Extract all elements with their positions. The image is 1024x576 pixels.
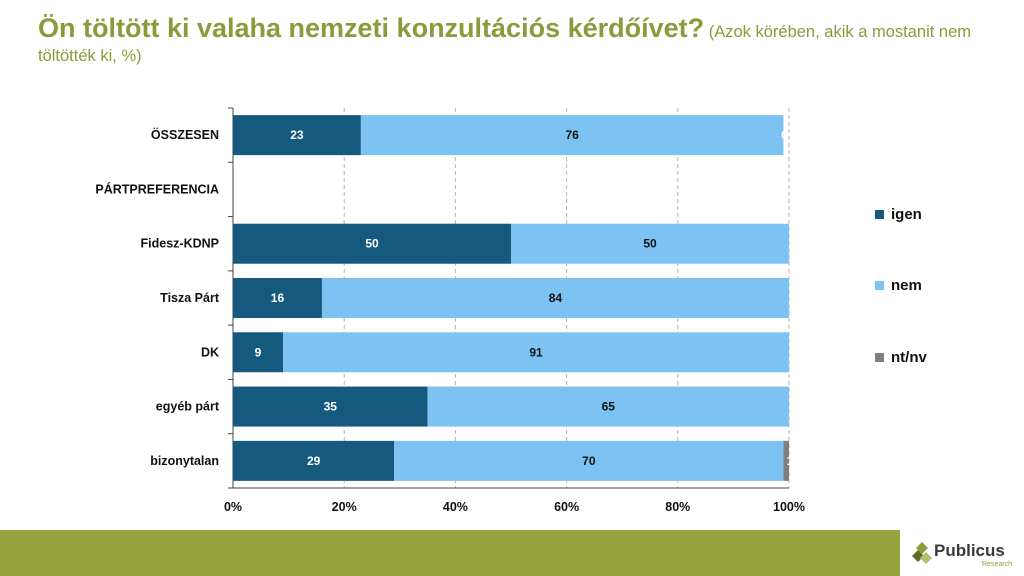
data-label: 16 xyxy=(271,291,285,305)
category-label: ÖSSZESEN xyxy=(151,127,219,142)
data-label: 23 xyxy=(290,128,304,142)
data-label: 84 xyxy=(549,291,563,305)
data-label: 1 xyxy=(787,454,794,468)
legend-item-igen: igen xyxy=(875,204,922,224)
legend-swatch-ntnv xyxy=(875,352,884,362)
category-label: Fidesz-KDNP xyxy=(141,237,219,251)
category-label: Tisza Párt xyxy=(160,291,220,305)
x-tick-label: 20% xyxy=(332,500,357,514)
x-tick-label: 100% xyxy=(773,500,805,514)
chart-title: Ön töltött ki valaha nemzeti konzultáció… xyxy=(38,13,998,68)
category-label: PÁRTPREFERENCIA xyxy=(95,181,219,196)
legend-swatch-igen xyxy=(875,209,884,219)
bar-nem xyxy=(511,223,789,264)
legend-label-nem: nem xyxy=(891,276,922,294)
publicus-logo-icon xyxy=(912,542,932,564)
bar-igen xyxy=(233,332,284,373)
category-label: DK xyxy=(201,345,219,359)
bar-nem xyxy=(427,386,789,427)
data-label: 70 xyxy=(582,454,596,468)
legend-label-ntnv: nt/nv xyxy=(891,348,927,366)
bar-igen xyxy=(233,278,322,318)
brand-name: Publicus xyxy=(934,541,1005,560)
data-label: 50 xyxy=(365,237,379,251)
bar-igen xyxy=(233,115,361,156)
legend-swatch-nem xyxy=(875,280,884,290)
legend-item-ntnv: nt/nv xyxy=(875,347,927,367)
x-tick-label: 40% xyxy=(443,500,468,514)
data-label: 50 xyxy=(643,237,657,251)
brand-sub: Research xyxy=(982,561,1012,568)
data-label: 76 xyxy=(565,128,579,142)
footer-bar xyxy=(0,530,1024,576)
data-label: 29 xyxy=(307,454,321,468)
chart-title-sub: (Azok körében, akik a mostanit nem töltö… xyxy=(38,23,972,65)
bar-igen xyxy=(233,440,395,481)
chart-title-main: Ön töltött ki valaha nemzeti konzultáció… xyxy=(38,13,705,43)
bar-nem xyxy=(283,332,789,373)
legend-item-nem: nem xyxy=(875,275,922,295)
bar-igen xyxy=(233,386,428,427)
category-label: bizonytalan xyxy=(150,454,219,468)
bar-ntnv xyxy=(783,440,789,481)
brand-logo: Publicus Research xyxy=(900,530,1024,576)
x-tick-label: 60% xyxy=(554,500,579,514)
bar-nem xyxy=(360,115,784,156)
data-label: 65 xyxy=(602,400,616,414)
data-label: 0 xyxy=(781,128,788,142)
bar-igen xyxy=(233,223,511,264)
stacked-bar-chart: 0% 20% 40% 60% 80% 100% ÖSSZESEN 23 76 0 PÁRTPREFE… xyxy=(95,107,805,514)
x-tick-label: 0% xyxy=(224,500,242,514)
x-tick-label: 80% xyxy=(665,500,690,514)
data-label: 35 xyxy=(324,400,338,414)
bar-nem xyxy=(321,278,789,318)
bar-nem xyxy=(394,440,784,481)
legend-label-igen: igen xyxy=(891,205,922,223)
data-label: 91 xyxy=(529,345,543,359)
category-label: egyéb párt xyxy=(156,400,220,414)
data-label: 9 xyxy=(255,345,262,359)
